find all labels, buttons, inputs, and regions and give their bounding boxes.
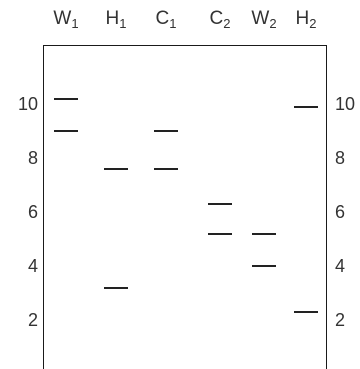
band-h1-2 [104, 286, 128, 289]
lane-label-w1: W1 [53, 8, 79, 31]
scale-tick-left-8: 8 [27, 148, 38, 168]
gel-frame [43, 45, 327, 369]
scale-tick-right-6: 6 [335, 202, 346, 222]
scale-tick-right-4: 4 [335, 256, 346, 276]
band-w2-2 [252, 265, 276, 267]
scale-tick-left-6: 6 [27, 202, 38, 222]
band-w2-1 [252, 232, 276, 235]
scale-tick-right-8: 8 [335, 148, 346, 168]
band-c1-1 [154, 130, 178, 132]
band-w1-1 [54, 97, 78, 100]
scale-tick-right-10: 10 [335, 94, 356, 114]
band-h2-1 [294, 105, 318, 108]
scale-tick-left-4: 4 [27, 256, 38, 276]
band-c2-1 [208, 202, 232, 205]
lane-label-w2: W2 [251, 8, 277, 31]
lane-label-h2: H2 [295, 8, 317, 31]
lane-label-h1: H1 [105, 8, 127, 31]
scale-tick-left-2: 2 [27, 310, 38, 330]
band-h2-2 [294, 310, 318, 313]
band-h1-1 [104, 167, 128, 170]
band-c1-2 [154, 167, 178, 170]
band-c2-2 [208, 232, 232, 235]
lane-label-c1: C1 [155, 8, 177, 31]
scale-tick-right-2: 2 [335, 310, 346, 330]
scale-tick-left-10: 10 [17, 94, 38, 114]
band-w1-2 [54, 130, 78, 132]
lane-label-c2: C2 [209, 8, 231, 31]
